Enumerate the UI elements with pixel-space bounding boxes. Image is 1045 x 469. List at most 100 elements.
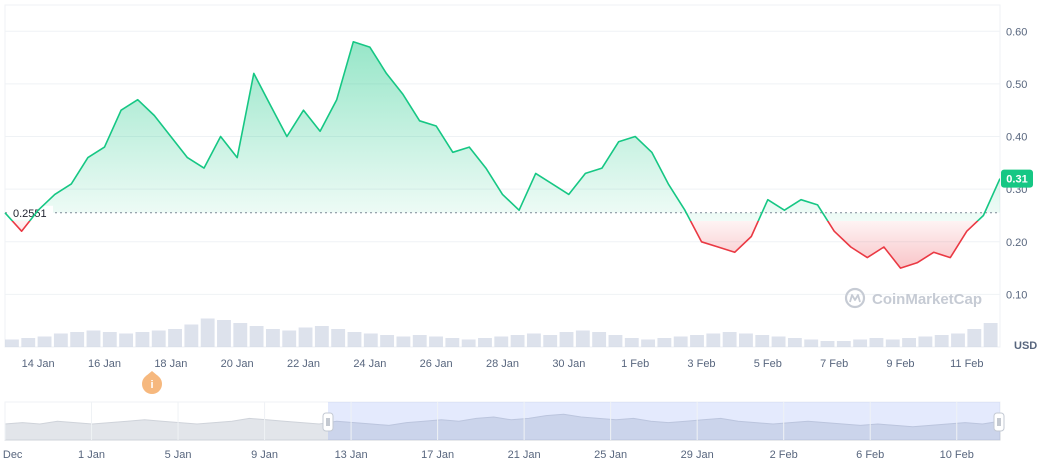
volume-bar: [690, 335, 704, 347]
volume-bar: [657, 338, 672, 347]
volume-bar: [739, 333, 753, 347]
volume-bar: [265, 329, 280, 347]
navigator-selection[interactable]: [328, 402, 1000, 440]
navigator-tick-label: 5 Jan: [165, 449, 192, 461]
volume-bar: [331, 329, 346, 347]
volume-bar: [951, 333, 965, 347]
volume-bar: [934, 335, 949, 347]
currency-unit: USD: [1014, 340, 1037, 352]
volume-bar: [347, 332, 362, 347]
volume-bar: [200, 318, 215, 347]
navigator-tick-label: 6 Feb: [856, 449, 884, 461]
volume-bar: [755, 335, 770, 347]
x-tick-label: 26 Jan: [420, 358, 453, 370]
volume-bar: [641, 339, 656, 347]
volume-bar: [853, 339, 868, 347]
coinmarketcap-logo-icon: [844, 287, 866, 309]
navigator-tick-label: 25 Jan: [594, 449, 627, 461]
volume-bar: [53, 333, 68, 347]
navigator-right-handle[interactable]: [993, 412, 1005, 432]
volume-bar: [151, 330, 166, 347]
navigator-tick-label: 13 Jan: [335, 449, 368, 461]
volume-bar: [575, 330, 590, 347]
reference-label-bg: [7, 205, 53, 220]
event-marker-label: i: [150, 379, 153, 391]
volume-bar: [429, 336, 443, 347]
navigator-tick-label: 29 Jan: [681, 449, 714, 461]
x-tick-label: 14 Jan: [22, 358, 55, 370]
x-tick-label: 28 Jan: [486, 358, 519, 370]
volume-bar: [592, 332, 607, 347]
x-tick-label: 11 Feb: [950, 358, 983, 370]
reference-label: 0.2551: [13, 208, 47, 220]
x-tick-label: 18 Jan: [154, 358, 187, 370]
y-tick-label: 0.50: [1006, 79, 1027, 91]
volume-bar: [21, 338, 36, 347]
navigator-tick-label: 21 Jan: [508, 449, 541, 461]
volume-bar: [494, 336, 509, 347]
volume-bar: [168, 329, 182, 347]
navigator-x-axis: 28 Dec 1 Jan 5 Jan 9 Jan 13 Jan 17 Jan 21 Jan 2…: [0, 402, 974, 461]
navigator-tick-label: 17 Jan: [421, 449, 454, 461]
x-axis: 14 Jan 16 Jan 18 Jan 20 Jan 22 Jan 24 Jan 26 J…: [22, 358, 984, 370]
x-tick-label: 30 Jan: [552, 358, 585, 370]
volume-bar: [543, 335, 558, 347]
y-tick-label: 0.40: [1006, 132, 1027, 144]
y-tick-label: 0.60: [1006, 26, 1027, 38]
navigator-profile: [4, 413, 1001, 441]
volume-bar: [363, 333, 378, 347]
volume-bar: [396, 336, 411, 347]
x-tick-label: 9 Feb: [886, 358, 914, 370]
coinmarketcap-watermark: CoinMarketCap: [844, 287, 982, 309]
x-tick-label: 3 Feb: [687, 358, 715, 370]
price-areas: [5, 41, 1000, 269]
volume-bar: [135, 332, 150, 347]
navigator-tick-label: 28 Dec: [0, 449, 23, 461]
volume-bar: [5, 339, 19, 347]
volume-bars: [5, 318, 998, 347]
navigator-left-handle[interactable]: [322, 412, 334, 432]
volume-bar: [885, 339, 900, 347]
volume-bar: [282, 330, 297, 347]
y-tick-label: 0.10: [1006, 289, 1027, 301]
x-tick-label: 7 Feb: [820, 358, 848, 370]
range-navigator[interactable]: 28 Dec 1 Jan 5 Jan 9 Jan 13 Jan 17 Jan 21 Jan 2…: [0, 401, 1005, 461]
price-line-below: [11, 221, 979, 269]
volume-bar: [217, 320, 231, 347]
price-area-above: [5, 41, 1000, 221]
event-marker[interactable]: i: [142, 371, 162, 394]
volume-bar: [673, 336, 688, 347]
volume-bar: [706, 333, 721, 347]
volume-bar: [918, 336, 933, 347]
volume-bar: [233, 323, 248, 347]
volume-bar: [902, 338, 916, 347]
x-tick-label: 1 Feb: [621, 358, 649, 370]
volume-bar: [836, 341, 851, 347]
volume-bar: [510, 335, 525, 347]
info-icon[interactable]: [142, 374, 162, 394]
volume-bar: [37, 336, 52, 347]
x-tick-label: 22 Jan: [287, 358, 320, 370]
volume-bar: [983, 323, 998, 347]
y-axis: 0.100.200.300.400.500.60: [1006, 26, 1027, 301]
volume-bar: [559, 332, 574, 347]
volume-bar: [461, 339, 476, 347]
volume-bar: [787, 338, 802, 347]
volume-bar: [869, 338, 884, 347]
navigator-tick-label: 9 Jan: [251, 449, 278, 461]
x-tick-label: 24 Jan: [353, 358, 386, 370]
volume-bar: [478, 338, 492, 347]
price-area-below: [12, 221, 978, 269]
volume-bar: [608, 335, 623, 347]
x-tick-label: 16 Jan: [88, 358, 121, 370]
volume-bar: [771, 336, 786, 347]
volume-bar: [380, 335, 395, 347]
watermark-text: CoinMarketCap: [872, 291, 982, 308]
x-tick-label: 5 Feb: [754, 358, 782, 370]
price-lines: [4, 41, 1000, 269]
volume-bar: [184, 324, 199, 347]
navigator-tick-label: 1 Jan: [78, 449, 105, 461]
volume-bar: [102, 332, 117, 347]
volume-bar: [70, 332, 85, 347]
